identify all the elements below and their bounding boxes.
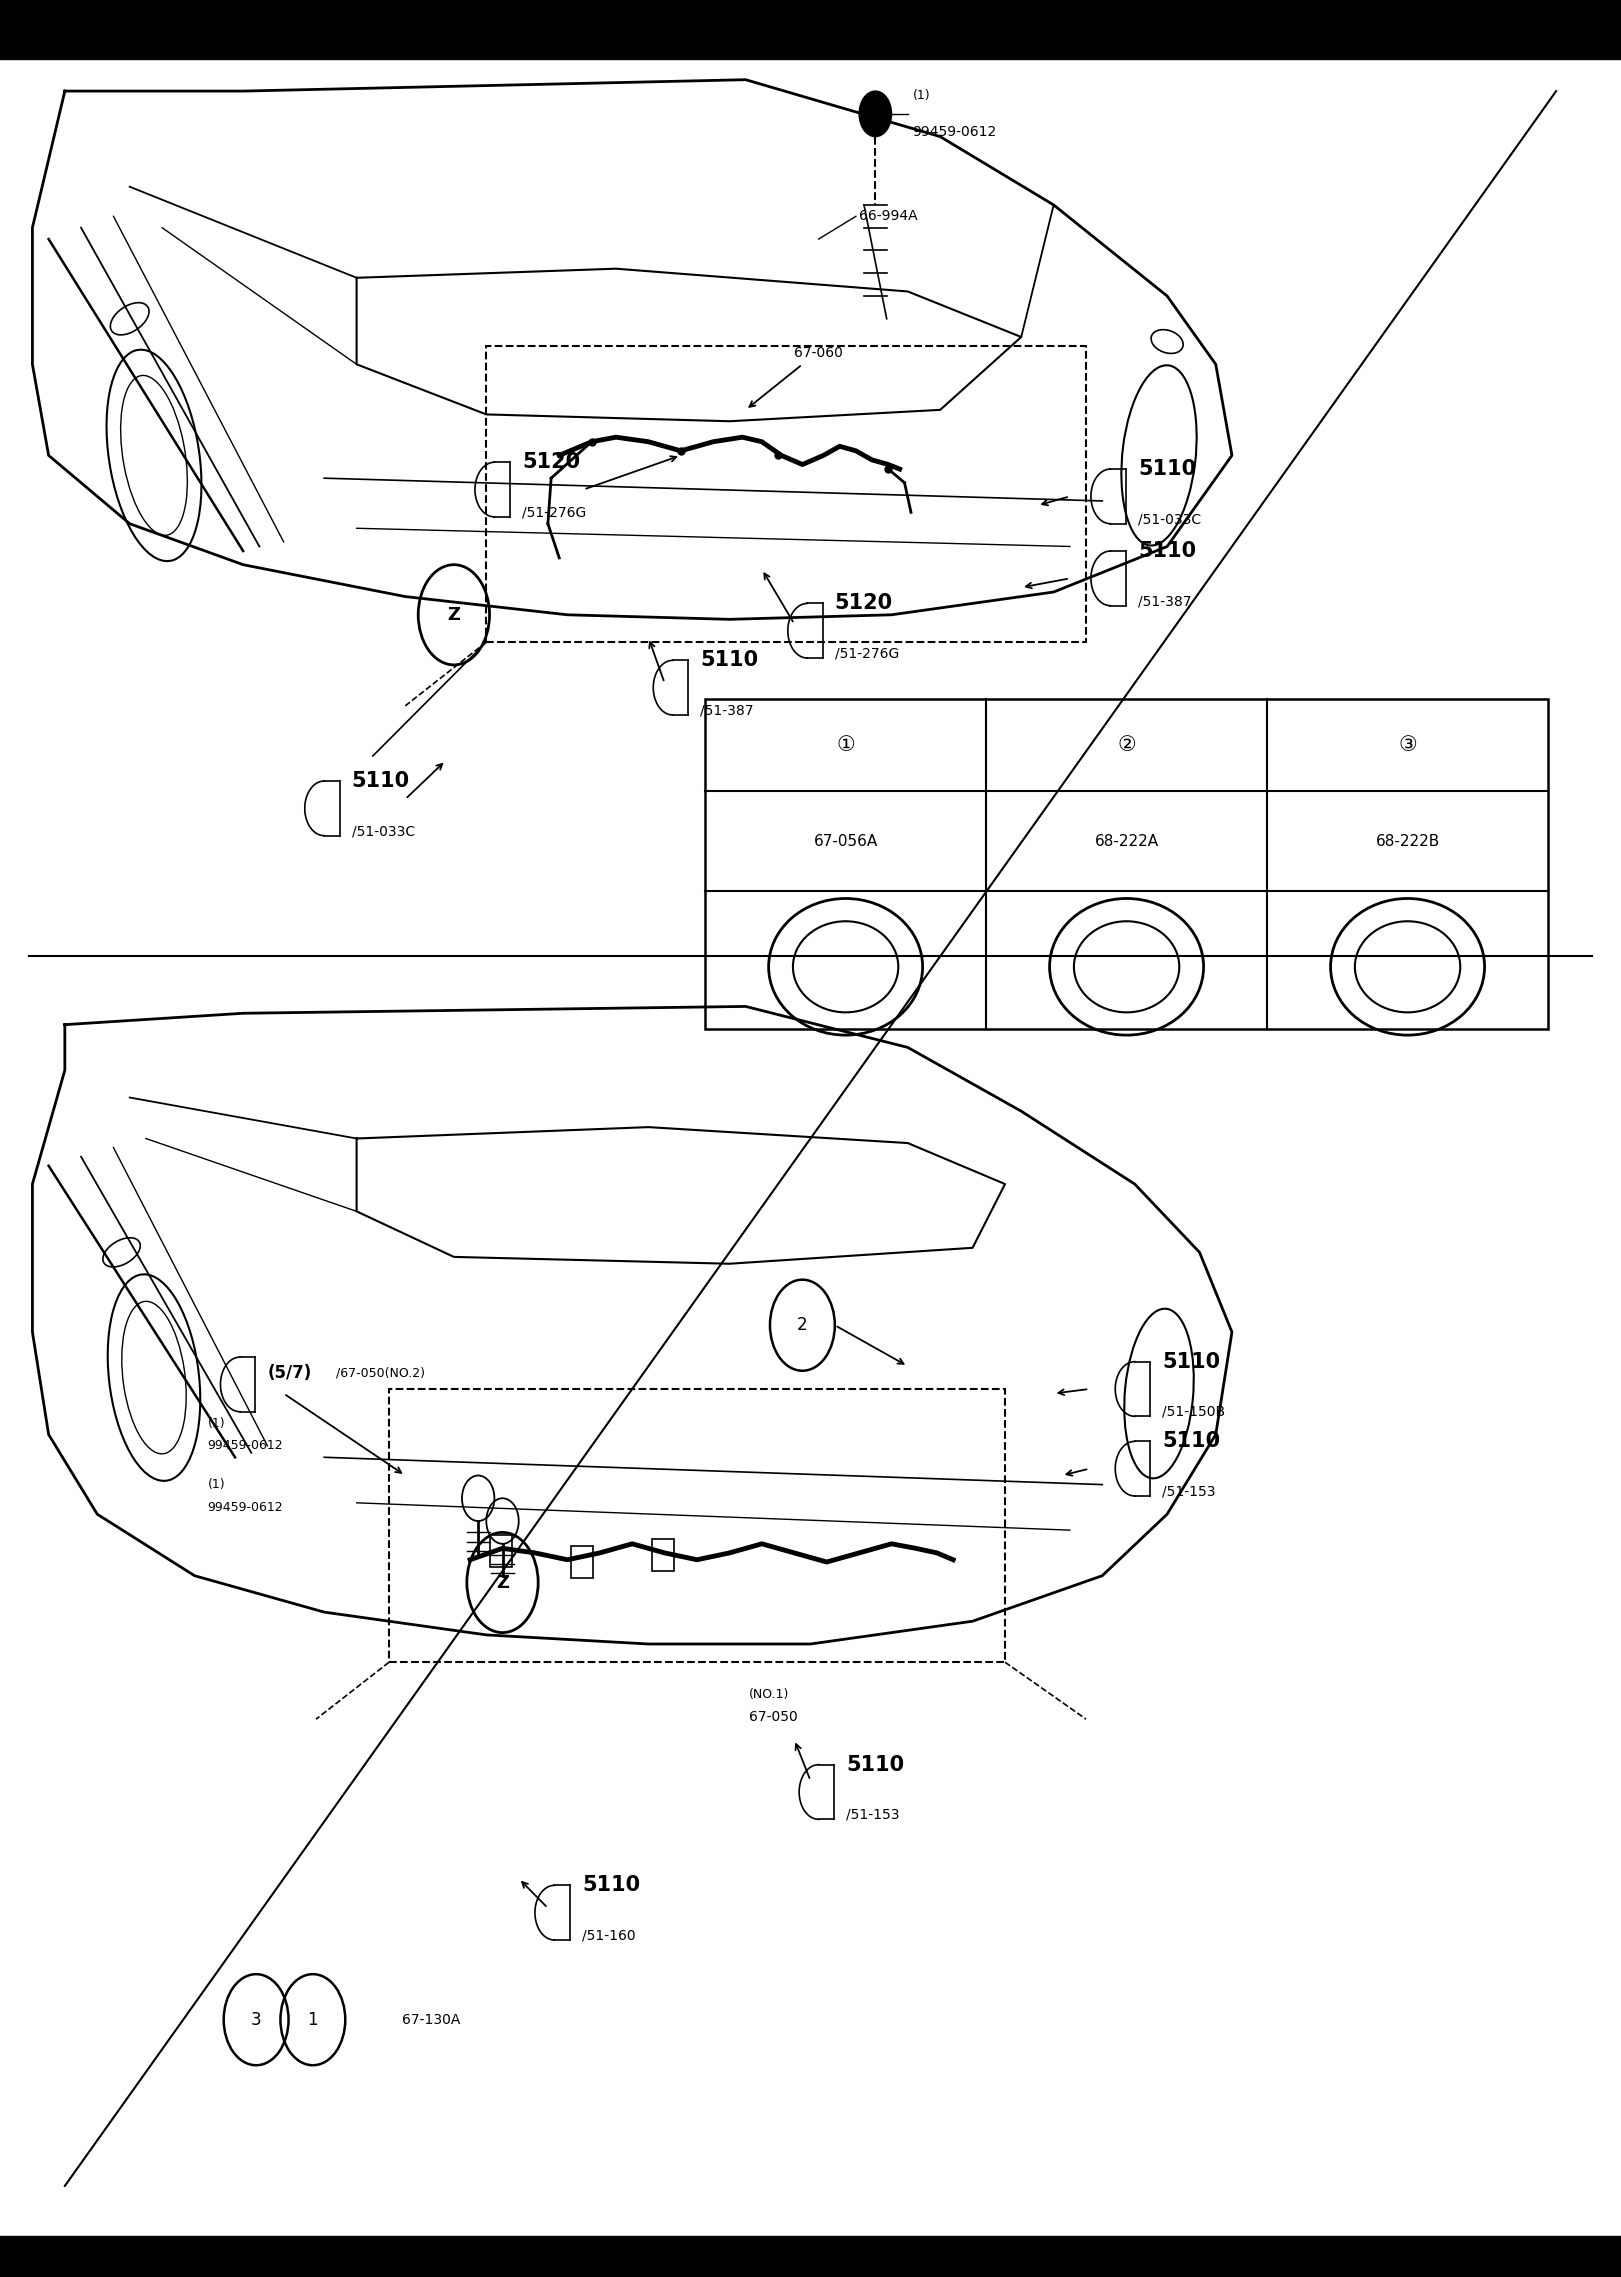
Text: /51-033C: /51-033C: [1138, 512, 1201, 526]
Text: /51-153: /51-153: [1162, 1485, 1216, 1498]
Text: /51-033C: /51-033C: [352, 824, 415, 838]
Text: (1): (1): [207, 1416, 225, 1430]
Text: /51-150B: /51-150B: [1162, 1405, 1225, 1419]
Bar: [652, 1539, 674, 1571]
Text: 5110: 5110: [582, 1876, 640, 1894]
Bar: [389, 1389, 1005, 1662]
Text: 5110: 5110: [700, 651, 759, 669]
Text: 67-130A: 67-130A: [402, 2013, 460, 2027]
Text: 3: 3: [251, 2011, 261, 2029]
Text: Z: Z: [496, 1573, 509, 1592]
Text: 67-060: 67-060: [794, 346, 843, 360]
Text: 5110: 5110: [1162, 1353, 1221, 1371]
Text: 68-222B: 68-222B: [1376, 833, 1439, 849]
Text: 5110: 5110: [352, 772, 410, 790]
Text: Z: Z: [447, 606, 460, 624]
Text: 2: 2: [798, 1316, 807, 1334]
Text: 67-050: 67-050: [749, 1710, 798, 1724]
Text: 99459-0612: 99459-0612: [207, 1501, 284, 1514]
Text: 5110: 5110: [1138, 460, 1196, 478]
Text: (1): (1): [913, 89, 930, 102]
Text: /51-276G: /51-276G: [522, 505, 587, 519]
Text: /51-387: /51-387: [1138, 594, 1191, 608]
Text: /51-160: /51-160: [582, 1929, 635, 1942]
Text: /51-153: /51-153: [846, 1808, 900, 1822]
Text: ③: ③: [1399, 735, 1417, 756]
Bar: [490, 1535, 512, 1567]
Text: /51-387: /51-387: [700, 704, 754, 717]
Bar: [705, 699, 1548, 1029]
Text: 99459-0612: 99459-0612: [913, 125, 997, 139]
Bar: [0, 2236, 1621, 2277]
Circle shape: [859, 91, 892, 137]
Text: /67-050(NO.2): /67-050(NO.2): [336, 1366, 425, 1380]
Text: 5120: 5120: [835, 594, 893, 613]
Text: 66-994A: 66-994A: [859, 209, 917, 223]
Text: 99459-0612: 99459-0612: [207, 1439, 284, 1453]
Bar: [571, 1546, 593, 1578]
Bar: [486, 346, 1086, 642]
Bar: [0, 0, 1621, 59]
Text: ②: ②: [1117, 735, 1136, 756]
Text: 5110: 5110: [1138, 542, 1196, 560]
Text: ①: ①: [836, 735, 854, 756]
Text: 1: 1: [308, 2011, 318, 2029]
Text: 5110: 5110: [1162, 1432, 1221, 1450]
Text: (1): (1): [207, 1478, 225, 1491]
Text: 5110: 5110: [846, 1756, 905, 1774]
Text: (5/7): (5/7): [267, 1364, 311, 1382]
Text: 68-222A: 68-222A: [1094, 833, 1159, 849]
Text: /51-276G: /51-276G: [835, 647, 900, 660]
Text: 67-056A: 67-056A: [814, 833, 877, 849]
Text: 5120: 5120: [522, 453, 580, 471]
Text: (NO.1): (NO.1): [749, 1687, 789, 1701]
